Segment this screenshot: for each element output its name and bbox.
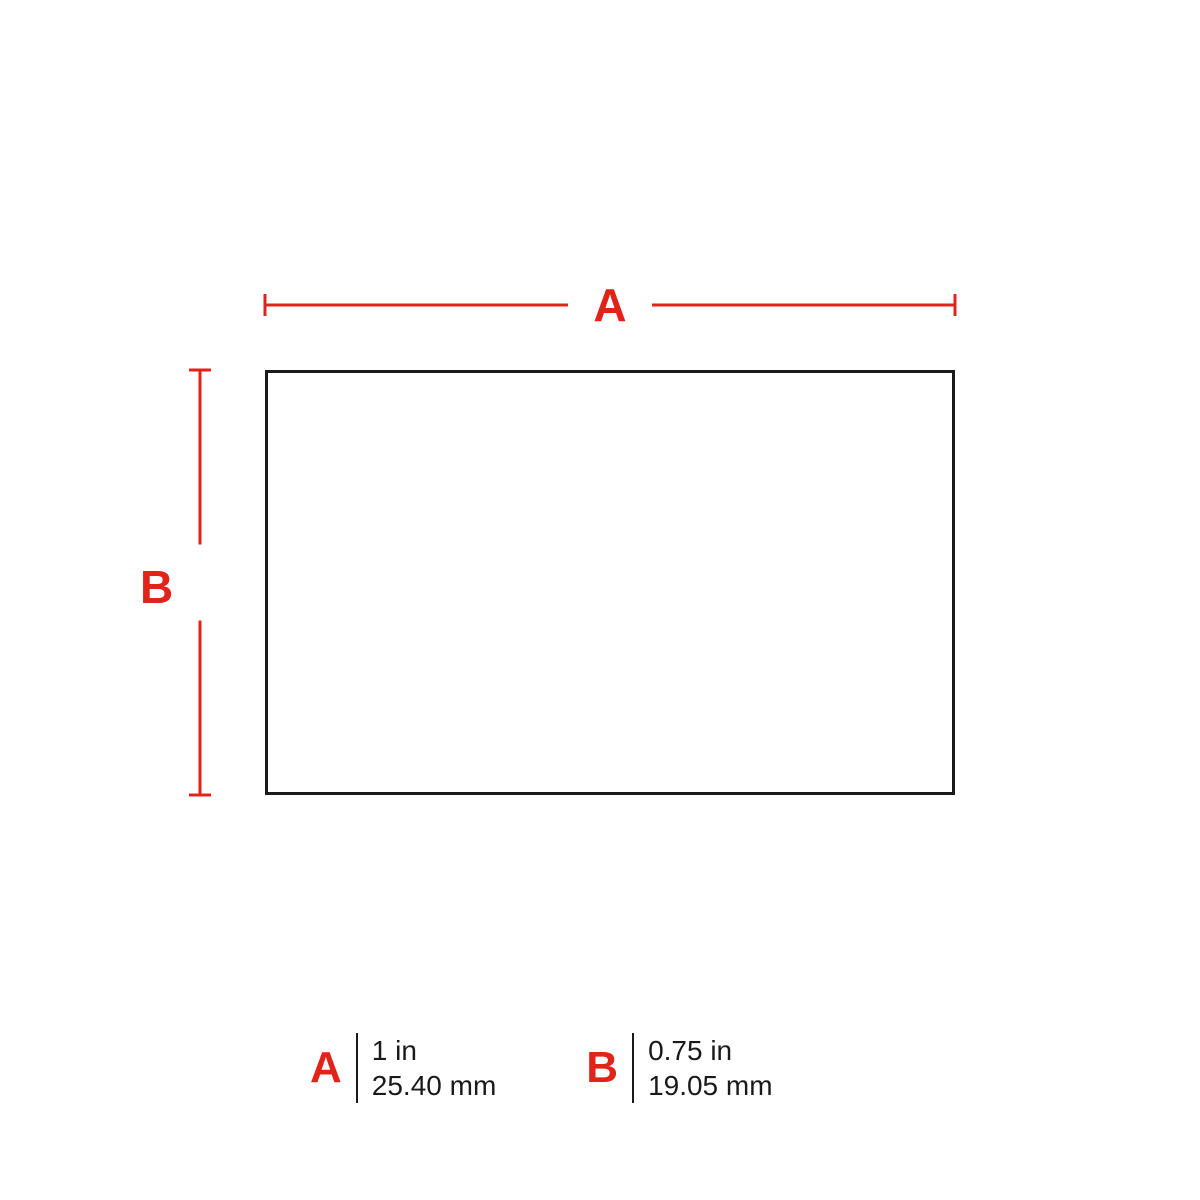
legend-a-inches: 1 in xyxy=(372,1033,497,1068)
dimension-b-label: B xyxy=(140,560,173,614)
legend-b-mm: 19.05 mm xyxy=(648,1068,773,1103)
legend-letter-a: A xyxy=(310,1046,356,1090)
legend-a-mm: 25.40 mm xyxy=(372,1068,497,1103)
dimension-legend: A 1 in 25.40 mm B 0.75 in 19.05 mm xyxy=(310,1033,773,1103)
legend-values-a: 1 in 25.40 mm xyxy=(356,1033,497,1103)
legend-b-inches: 0.75 in xyxy=(648,1033,773,1068)
legend-values-b: 0.75 in 19.05 mm xyxy=(632,1033,773,1103)
legend-item-a: A 1 in 25.40 mm xyxy=(310,1033,496,1103)
legend-letter-b: B xyxy=(586,1046,632,1090)
dimension-b-line xyxy=(0,0,1200,1200)
legend-item-b: B 0.75 in 19.05 mm xyxy=(586,1033,772,1103)
diagram-canvas: A B A 1 in 25.40 mm B 0.75 in 19.05 mm xyxy=(0,0,1200,1200)
